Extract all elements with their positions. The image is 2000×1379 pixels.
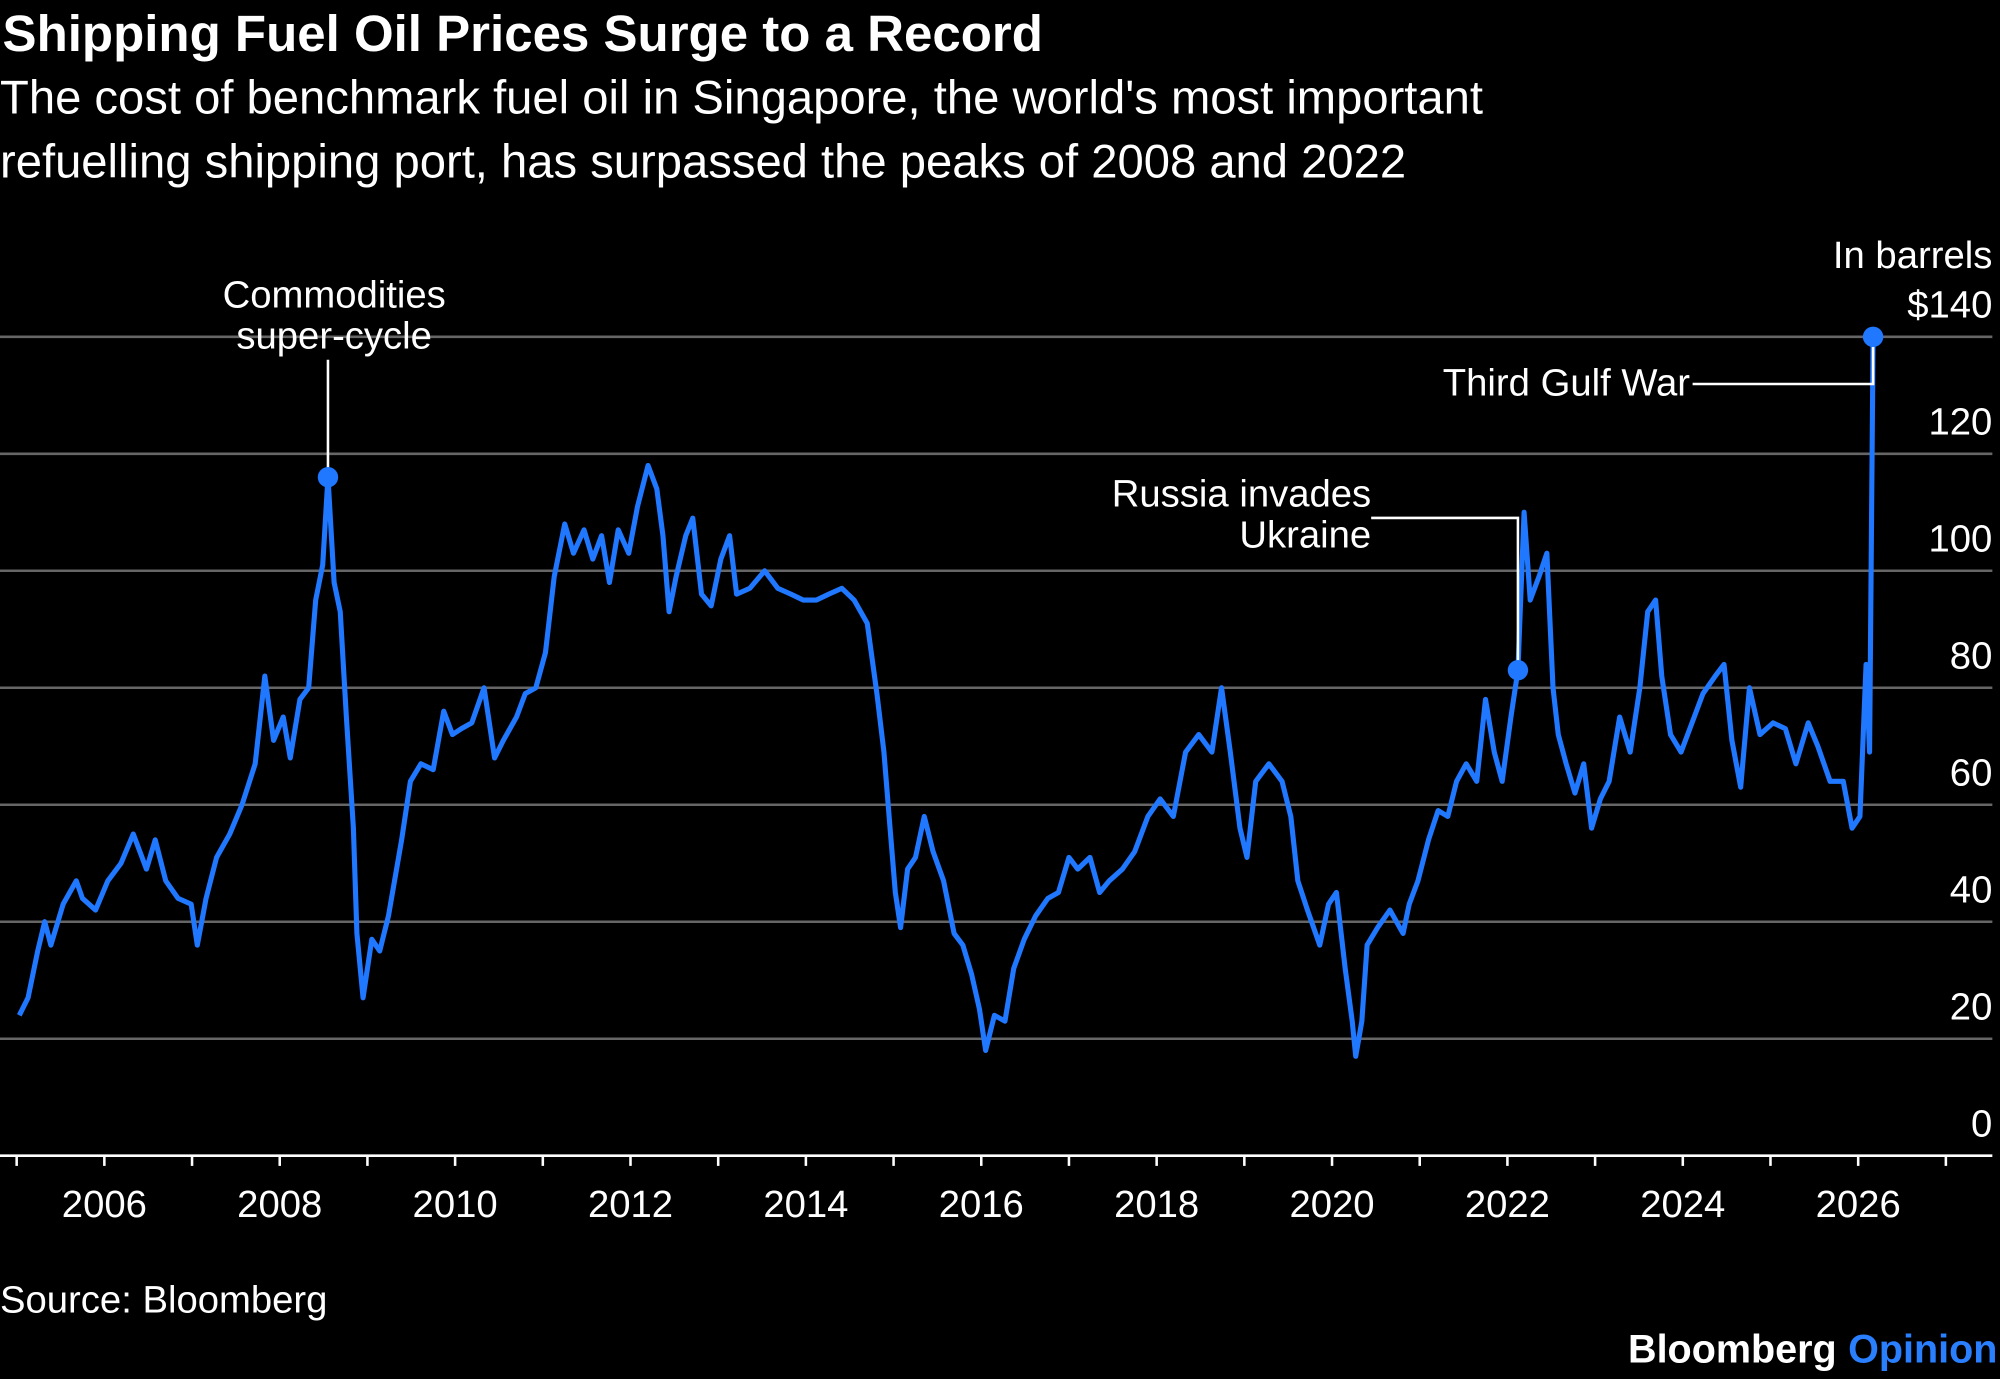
- source: Source: Bloomberg: [0, 1279, 327, 1322]
- x-tick-label: 2014: [763, 1183, 848, 1226]
- annotation-text: Commodities: [223, 273, 446, 316]
- brand-suffix: Opinion: [1848, 1327, 1997, 1371]
- annotation-leader: [1692, 336, 1875, 386]
- x-tick-label: 2010: [413, 1183, 498, 1226]
- data-line: [17, 336, 1876, 1059]
- x-tick-label: 2024: [1640, 1183, 1725, 1226]
- brand: Bloomberg Opinion: [1628, 1327, 1997, 1371]
- y-tick-label: 0: [1971, 1103, 1992, 1146]
- x-tick-label: 2006: [62, 1183, 147, 1226]
- annotation-text: super-cycle: [236, 314, 432, 357]
- y-tick-label: 20: [1950, 986, 1993, 1029]
- x-tick-label: 2018: [1114, 1183, 1199, 1226]
- x-tick-label: 2020: [1289, 1183, 1374, 1226]
- y-tick-label: 40: [1950, 869, 1993, 912]
- y-tick-label: 60: [1950, 752, 1993, 795]
- x-tick-label: 2016: [939, 1183, 1024, 1226]
- x-tick-label: 2026: [1816, 1183, 1901, 1226]
- chart-subtitle: The cost of benchmark fuel oil in Singap…: [0, 72, 1483, 125]
- annotation-marker: [317, 466, 339, 488]
- annotation-text: Ukraine: [1239, 513, 1371, 556]
- annotation-text: Russia invades: [1112, 472, 1371, 515]
- x-tick-label: 2022: [1465, 1183, 1550, 1226]
- chart-subtitle: refuelling shipping port, has surpassed …: [0, 135, 1406, 188]
- y-tick-label: 120: [1929, 401, 1993, 444]
- brand-name: Bloomberg: [1628, 1327, 1837, 1371]
- y-tick-label: 80: [1950, 635, 1993, 678]
- y-axis-label: In barrels: [1833, 234, 1992, 277]
- x-tick-label: 2008: [237, 1183, 322, 1226]
- y-tick-label: 100: [1929, 518, 1993, 561]
- chart-title: Shipping Fuel Oil Prices Surge to a Reco…: [3, 5, 1043, 62]
- annotation-marker: [1862, 326, 1884, 348]
- annotation-leader: [1371, 516, 1520, 671]
- annotation-text: Third Gulf War: [1443, 361, 1691, 404]
- annotation-marker: [1507, 660, 1529, 681]
- x-tick-label: 2012: [588, 1183, 673, 1226]
- y-tick-label: $140: [1907, 284, 1992, 327]
